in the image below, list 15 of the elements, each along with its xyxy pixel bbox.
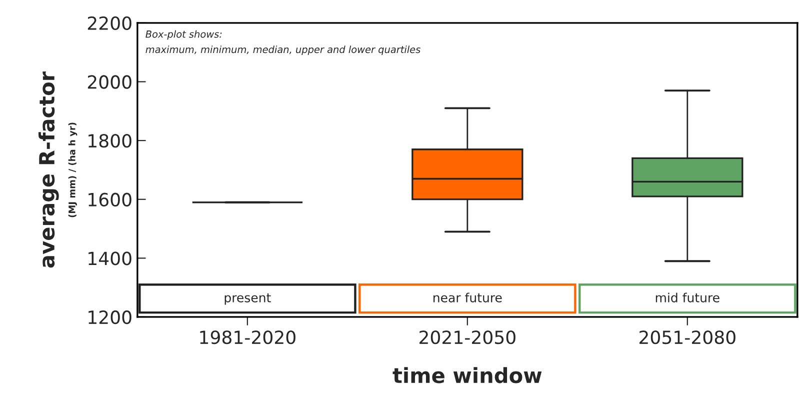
y-tick-label: 1600: [88, 192, 132, 206]
y-tick-label: 2000: [88, 75, 132, 89]
x-tick-label: 2021-2050: [420, 330, 516, 344]
y-axis-title: average R-factor (MJ mm) / (ha h yr): [38, 71, 78, 268]
annotation: Box-plot shows: maximum, minimum, median, upper and lower quartiles: [146, 30, 420, 55]
annotation: near future: [434, 292, 502, 302]
y-tick-label: 1800: [88, 134, 132, 148]
annotation: present: [224, 293, 271, 305]
y-tick-label: 2200: [88, 16, 132, 30]
x-tick-label: 1981-2020: [200, 330, 296, 344]
x-axis-title: time window: [392, 367, 542, 384]
annotation: mid future: [656, 292, 720, 302]
y-tick-label: 1200: [88, 310, 132, 324]
y-tick-label: 1400: [88, 252, 132, 266]
x-tick-label: 2051-2080: [640, 330, 736, 344]
